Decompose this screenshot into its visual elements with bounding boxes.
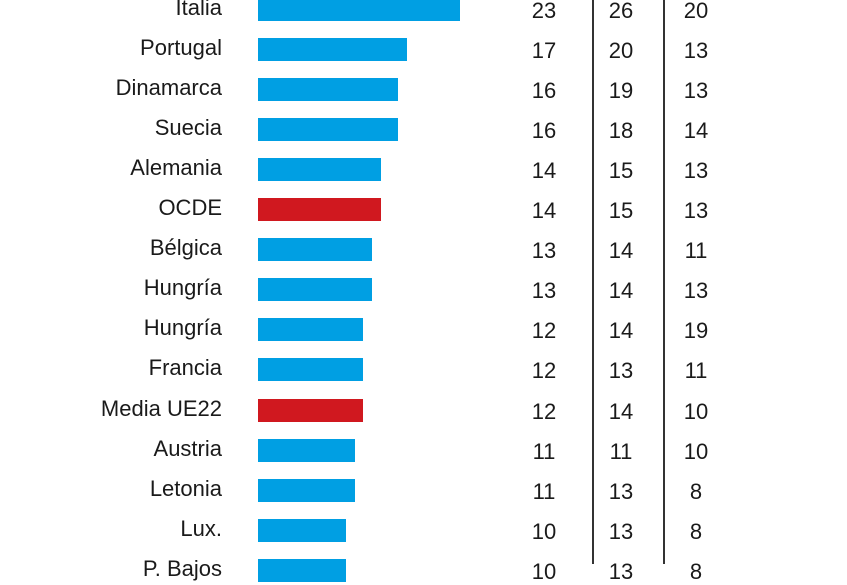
bar bbox=[258, 518, 346, 542]
chart: Italia 23 26 20 Portugal 17 20 13 Dinamarca 16 19 1… bbox=[100, 0, 709, 584]
data-label: 8 bbox=[689, 558, 703, 584]
bar bbox=[258, 238, 373, 262]
data-label: 10 bbox=[531, 518, 557, 544]
category-label: OCDE bbox=[158, 195, 222, 221]
data-label: 13 bbox=[683, 158, 709, 184]
category-label: Hungría bbox=[143, 315, 222, 341]
data-label: 15 bbox=[608, 158, 634, 184]
bar bbox=[258, 158, 381, 182]
bar bbox=[258, 78, 399, 102]
data-label: 18 bbox=[608, 118, 634, 144]
data-label: 13 bbox=[531, 278, 557, 304]
data-label: 14 bbox=[608, 238, 634, 264]
data-label: 20 bbox=[608, 38, 634, 64]
data-label: 14 bbox=[531, 158, 557, 184]
bar bbox=[258, 0, 460, 21]
data-label: 16 bbox=[531, 78, 557, 104]
data-label: 14 bbox=[531, 198, 557, 224]
data-label: 14 bbox=[683, 118, 709, 144]
data-label: 19 bbox=[608, 78, 634, 104]
data-label: 11 bbox=[532, 438, 556, 464]
column-divider-2 bbox=[663, 0, 665, 564]
data-label: 13 bbox=[608, 518, 634, 544]
bar bbox=[258, 438, 355, 462]
bar bbox=[258, 318, 364, 342]
data-label: 12 bbox=[531, 318, 557, 344]
data-label: 11 bbox=[684, 238, 708, 264]
data-label: 13 bbox=[683, 38, 709, 64]
category-label: Portugal bbox=[140, 35, 222, 61]
data-label: 20 bbox=[683, 0, 709, 23]
data-label: 8 bbox=[689, 518, 703, 544]
column-divider-1 bbox=[592, 0, 594, 564]
bar bbox=[258, 398, 364, 422]
category-label: Media UE22 bbox=[100, 395, 222, 421]
category-label: Bélgica bbox=[149, 235, 222, 261]
bar bbox=[258, 478, 355, 502]
category-label: Hungría bbox=[143, 275, 222, 301]
data-label: 13 bbox=[608, 358, 634, 384]
data-label: 8 bbox=[689, 478, 703, 504]
bar bbox=[258, 558, 346, 582]
category-label: Austria bbox=[153, 435, 222, 461]
data-label: 17 bbox=[531, 38, 557, 64]
data-label: 13 bbox=[683, 198, 709, 224]
data-label: 23 bbox=[531, 0, 557, 23]
bar bbox=[258, 198, 381, 222]
data-label: 13 bbox=[608, 478, 634, 504]
data-label: 11 bbox=[609, 438, 633, 464]
category-label: Letonia bbox=[149, 475, 222, 501]
data-label: 10 bbox=[531, 558, 557, 584]
category-label: Dinamarca bbox=[115, 75, 222, 101]
bar bbox=[258, 358, 364, 382]
category-label: Suecia bbox=[154, 115, 222, 141]
data-label: 13 bbox=[531, 238, 557, 264]
category-label: Francia bbox=[148, 355, 222, 381]
data-label: 14 bbox=[608, 318, 634, 344]
bar bbox=[258, 38, 408, 62]
category-label: P. Bajos bbox=[142, 555, 222, 581]
data-label: 12 bbox=[531, 358, 557, 384]
data-label: 14 bbox=[608, 278, 634, 304]
data-label: 13 bbox=[608, 558, 634, 584]
data-label: 14 bbox=[608, 398, 634, 424]
data-label: 10 bbox=[683, 438, 709, 464]
data-label: 15 bbox=[608, 198, 634, 224]
category-label: Italia bbox=[175, 0, 222, 20]
data-label: 16 bbox=[531, 118, 557, 144]
bar bbox=[258, 278, 373, 302]
data-label: 11 bbox=[532, 478, 556, 504]
data-label: 12 bbox=[531, 398, 557, 424]
category-label: Lux. bbox=[180, 515, 222, 541]
category-label: Alemania bbox=[130, 155, 222, 181]
data-label: 13 bbox=[683, 78, 709, 104]
data-label: 26 bbox=[608, 0, 634, 23]
data-label: 19 bbox=[683, 318, 709, 344]
data-label: 10 bbox=[683, 398, 709, 424]
bar bbox=[258, 118, 399, 142]
data-label: 13 bbox=[683, 278, 709, 304]
data-label: 11 bbox=[684, 358, 708, 384]
